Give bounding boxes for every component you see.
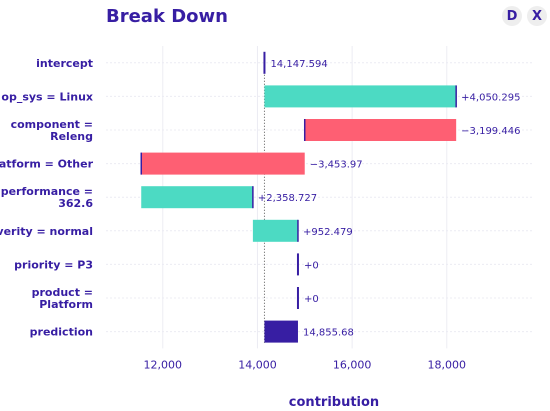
row-label-line-2: 362.6 [58,197,93,210]
download-button[interactable]: D [502,6,522,26]
row-label-line-2: Platform [39,298,93,311]
bar [264,320,298,343]
bar-value-label: 14,855.68 [303,328,354,339]
bar-value-label: +952.479 [303,227,353,238]
row-label: priority = P3 [14,258,93,271]
row-label: product = [32,286,93,299]
row-label: severity = normal [0,225,93,238]
bar [304,119,457,141]
x-tick-label: 18,000 [428,358,467,371]
row-label: intercept [36,57,93,70]
bar-value-label: −3,199.446 [461,126,520,137]
row-label: prediction [30,326,93,339]
x-tick-label: 14,000 [238,358,277,371]
row-label-line-2: Releng [50,130,93,143]
chart-title: Break Down [106,6,228,27]
bar-value-label: 14,147.594 [270,59,327,70]
row-label: op_sys = Linux [1,90,93,103]
x-tick-label: 12,000 [144,358,183,371]
row-label: performance = [1,185,93,198]
x-tick-label: 16,000 [333,358,372,371]
close-button[interactable]: X [527,6,547,26]
bar [141,186,253,209]
bar [264,85,457,108]
bar [141,152,305,175]
bar-value-label: +0 [304,260,319,271]
x-axis-title: contribution [289,395,379,410]
bar [252,219,298,242]
bar-value-label: +4,050.295 [461,92,520,103]
bar-value-label: −3,453.97 [310,160,363,171]
bar-value-label: +2,358.727 [258,193,317,204]
bar-value-label: +0 [304,294,319,305]
row-label: component = [11,118,93,131]
row-label: platform = Other [0,158,94,171]
